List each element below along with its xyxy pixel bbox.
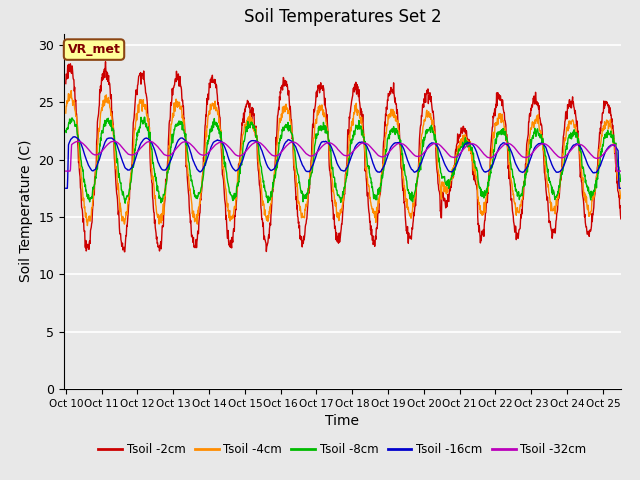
- Tsoil -16cm: [502, 142, 510, 147]
- Tsoil -4cm: [62, 110, 70, 116]
- Tsoil -16cm: [617, 185, 625, 191]
- Tsoil -32cm: [502, 141, 510, 146]
- Tsoil -8cm: [141, 114, 148, 120]
- Tsoil -4cm: [84, 223, 92, 228]
- Tsoil -32cm: [110, 138, 118, 144]
- Tsoil -8cm: [430, 134, 438, 140]
- Tsoil -2cm: [62, 81, 70, 86]
- Tsoil -4cm: [173, 101, 180, 107]
- Title: Soil Temperatures Set 2: Soil Temperatures Set 2: [244, 9, 441, 26]
- Line: Tsoil -32cm: Tsoil -32cm: [66, 141, 621, 171]
- Tsoil -8cm: [503, 135, 511, 141]
- Tsoil -4cm: [248, 117, 256, 122]
- Tsoil -32cm: [248, 142, 255, 147]
- Tsoil -32cm: [617, 168, 625, 174]
- Tsoil -8cm: [248, 120, 256, 126]
- Tsoil -2cm: [173, 68, 180, 74]
- Tsoil -8cm: [552, 194, 559, 200]
- Tsoil -4cm: [186, 186, 194, 192]
- Tsoil -4cm: [617, 196, 625, 202]
- Tsoil -2cm: [503, 132, 511, 137]
- Tsoil -16cm: [552, 168, 559, 174]
- Tsoil -16cm: [172, 143, 180, 148]
- Tsoil -8cm: [186, 168, 194, 173]
- Tsoil -16cm: [70, 134, 78, 140]
- Y-axis label: Soil Temperature (C): Soil Temperature (C): [19, 140, 33, 282]
- Tsoil -32cm: [186, 141, 193, 146]
- Line: Tsoil -4cm: Tsoil -4cm: [66, 91, 621, 226]
- Text: VR_met: VR_met: [68, 43, 120, 56]
- Tsoil -32cm: [430, 141, 438, 146]
- Tsoil -8cm: [62, 128, 70, 133]
- Tsoil -2cm: [120, 249, 128, 255]
- Tsoil -2cm: [617, 216, 625, 222]
- Tsoil -2cm: [186, 212, 194, 217]
- Legend: Tsoil -2cm, Tsoil -4cm, Tsoil -8cm, Tsoil -16cm, Tsoil -32cm: Tsoil -2cm, Tsoil -4cm, Tsoil -8cm, Tsoi…: [93, 439, 591, 461]
- X-axis label: Time: Time: [325, 414, 360, 428]
- Tsoil -16cm: [186, 146, 193, 152]
- Tsoil -32cm: [172, 146, 180, 152]
- Tsoil -8cm: [122, 200, 129, 206]
- Tsoil -16cm: [430, 140, 438, 146]
- Line: Tsoil -16cm: Tsoil -16cm: [66, 137, 621, 188]
- Tsoil -8cm: [617, 176, 625, 182]
- Tsoil -2cm: [102, 59, 109, 65]
- Tsoil -8cm: [173, 123, 180, 129]
- Tsoil -4cm: [503, 135, 511, 141]
- Tsoil -2cm: [552, 224, 559, 229]
- Tsoil -4cm: [430, 132, 438, 137]
- Tsoil -2cm: [248, 105, 256, 110]
- Line: Tsoil -8cm: Tsoil -8cm: [66, 117, 621, 203]
- Tsoil -32cm: [62, 168, 70, 174]
- Tsoil -16cm: [62, 185, 70, 191]
- Tsoil -4cm: [552, 207, 559, 213]
- Tsoil -4cm: [67, 88, 75, 94]
- Tsoil -2cm: [430, 127, 438, 132]
- Tsoil -16cm: [248, 138, 255, 144]
- Line: Tsoil -2cm: Tsoil -2cm: [66, 62, 621, 252]
- Tsoil -32cm: [552, 151, 559, 156]
